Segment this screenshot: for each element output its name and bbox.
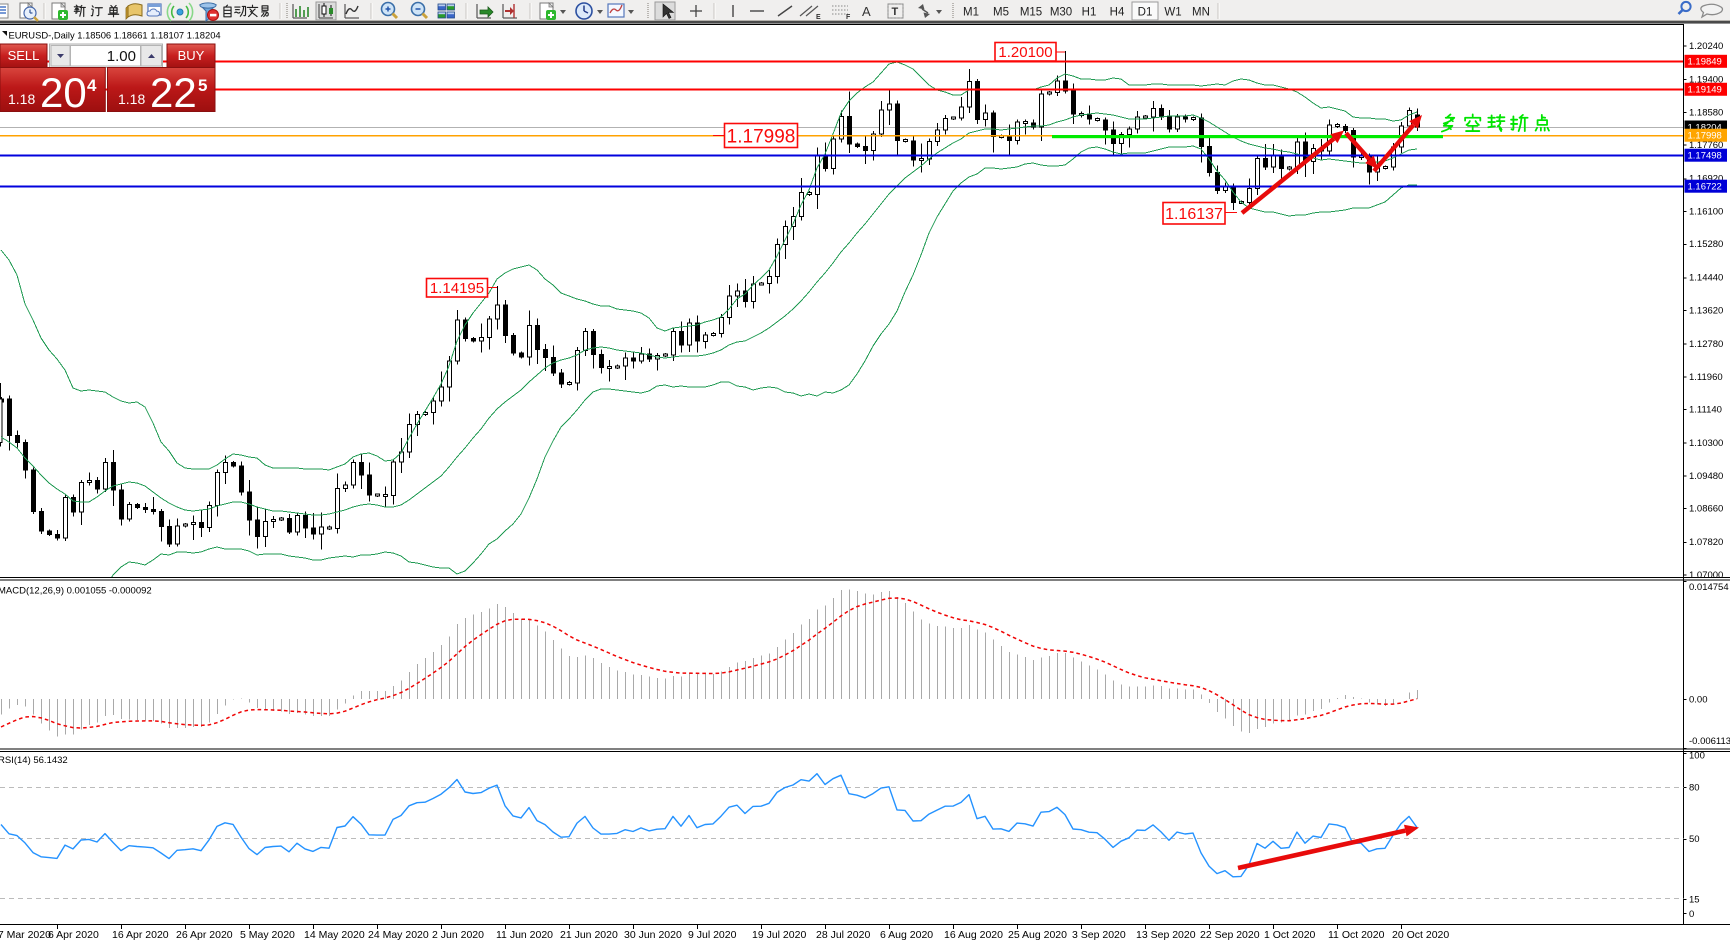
svg-text:0.014754: 0.014754 — [1689, 582, 1729, 593]
svg-text:1.18: 1.18 — [8, 91, 35, 107]
svg-text:M30: M30 — [1050, 7, 1072, 19]
svg-text:1.19849: 1.19849 — [1688, 57, 1722, 68]
svg-text:F: F — [846, 14, 851, 21]
svg-text:20: 20 — [40, 69, 87, 116]
svg-text:5 May 2020: 5 May 2020 — [240, 929, 295, 941]
svg-text:1.19400: 1.19400 — [1689, 75, 1723, 86]
svg-text:1.19149: 1.19149 — [1688, 85, 1722, 96]
svg-text:15: 15 — [1689, 894, 1700, 905]
svg-text:0.00: 0.00 — [1689, 694, 1708, 705]
svg-text:RSI(14) 56.1432: RSI(14) 56.1432 — [0, 755, 68, 766]
svg-text:25 Aug 2020: 25 Aug 2020 — [1008, 929, 1067, 941]
svg-text:9 Jul 2020: 9 Jul 2020 — [688, 929, 737, 941]
svg-text:3 Sep 2020: 3 Sep 2020 — [1072, 929, 1126, 941]
svg-text:21 Jun 2020: 21 Jun 2020 — [560, 929, 618, 941]
svg-text:1.13620: 1.13620 — [1689, 306, 1723, 317]
svg-text:30 Jun 2020: 30 Jun 2020 — [624, 929, 682, 941]
svg-text:1.16722: 1.16722 — [1688, 182, 1722, 193]
svg-text:EURUSD-,Daily 1.18506 1.18661: EURUSD-,Daily 1.18506 1.18661 1.18107 1.… — [9, 30, 221, 41]
svg-text:1.20240: 1.20240 — [1689, 41, 1723, 52]
svg-text:1.17498: 1.17498 — [1688, 151, 1722, 162]
svg-text:100: 100 — [1689, 750, 1705, 761]
svg-text:1.12780: 1.12780 — [1689, 339, 1723, 350]
svg-text:1.17998: 1.17998 — [727, 126, 796, 147]
svg-text:1.11140: 1.11140 — [1689, 405, 1722, 416]
svg-text:1.00: 1.00 — [107, 48, 136, 65]
svg-text:1.07820: 1.07820 — [1689, 537, 1723, 548]
svg-text:SELL: SELL — [8, 48, 40, 63]
svg-text:6 Apr 2020: 6 Apr 2020 — [48, 929, 99, 941]
svg-text:M15: M15 — [1020, 7, 1042, 19]
svg-text:A: A — [862, 4, 871, 19]
svg-text:28 Jul 2020: 28 Jul 2020 — [816, 929, 870, 941]
svg-text:0: 0 — [1689, 909, 1694, 920]
svg-text:24 May 2020: 24 May 2020 — [368, 929, 429, 941]
svg-text:W1: W1 — [1164, 7, 1181, 19]
svg-text:1.09480: 1.09480 — [1689, 471, 1723, 482]
svg-text:1.10300: 1.10300 — [1689, 438, 1723, 449]
svg-text:50: 50 — [1689, 834, 1700, 845]
svg-text:1.15280: 1.15280 — [1689, 239, 1723, 250]
svg-text:E: E — [816, 14, 821, 21]
svg-text:1.18580: 1.18580 — [1689, 107, 1723, 118]
svg-text:13 Sep 2020: 13 Sep 2020 — [1136, 929, 1196, 941]
svg-text:1.07000: 1.07000 — [1689, 570, 1723, 581]
svg-text:22 Sep 2020: 22 Sep 2020 — [1200, 929, 1260, 941]
svg-text:1.16920: 1.16920 — [1689, 174, 1723, 185]
svg-text:1.18: 1.18 — [118, 91, 145, 107]
svg-text:16 Aug 2020: 16 Aug 2020 — [944, 929, 1003, 941]
svg-text:11 Oct 2020: 11 Oct 2020 — [1328, 929, 1385, 941]
svg-text:1 Oct 2020: 1 Oct 2020 — [1264, 929, 1316, 941]
svg-text:5: 5 — [198, 76, 207, 95]
svg-text:4: 4 — [87, 76, 97, 95]
svg-text:-0.006113: -0.006113 — [1689, 736, 1730, 747]
svg-text:22: 22 — [150, 69, 197, 116]
svg-text:H1: H1 — [1082, 7, 1097, 19]
svg-text:80: 80 — [1689, 783, 1700, 794]
svg-text:1.17998: 1.17998 — [1688, 131, 1722, 142]
svg-text:1.11960: 1.11960 — [1689, 372, 1723, 383]
svg-text:MN: MN — [1192, 7, 1210, 19]
svg-text:27 Mar 2020: 27 Mar 2020 — [0, 929, 51, 941]
svg-text:D1: D1 — [1138, 7, 1153, 19]
svg-text:2 Jun 2020: 2 Jun 2020 — [432, 929, 484, 941]
svg-text:1.20100: 1.20100 — [998, 44, 1052, 61]
svg-text:6 Aug 2020: 6 Aug 2020 — [880, 929, 933, 941]
svg-text:26 Apr 2020: 26 Apr 2020 — [176, 929, 233, 941]
svg-text:1.14195: 1.14195 — [430, 280, 484, 297]
svg-text:BUY: BUY — [178, 48, 205, 63]
svg-text:14 May 2020: 14 May 2020 — [304, 929, 365, 941]
svg-text:H4: H4 — [1110, 7, 1125, 19]
svg-text:1.17760: 1.17760 — [1689, 140, 1723, 151]
svg-text:MACD(12,26,9) 0.001055 -0.0000: MACD(12,26,9) 0.001055 -0.000092 — [0, 586, 152, 597]
svg-text:T: T — [892, 6, 899, 18]
svg-text:M5: M5 — [993, 7, 1009, 19]
svg-text:16 Apr 2020: 16 Apr 2020 — [112, 929, 169, 941]
svg-text:11 Jun 2020: 11 Jun 2020 — [496, 929, 553, 941]
svg-text:19 Jul 2020: 19 Jul 2020 — [752, 929, 806, 941]
svg-text:1.16100: 1.16100 — [1689, 206, 1723, 217]
svg-text:M1: M1 — [963, 7, 979, 19]
svg-text:20 Oct 2020: 20 Oct 2020 — [1392, 929, 1449, 941]
svg-text:1.14440: 1.14440 — [1689, 273, 1723, 284]
svg-text:1.18204: 1.18204 — [1688, 122, 1722, 133]
svg-text:1.08660: 1.08660 — [1689, 504, 1723, 515]
svg-text:1.16137: 1.16137 — [1165, 206, 1223, 223]
